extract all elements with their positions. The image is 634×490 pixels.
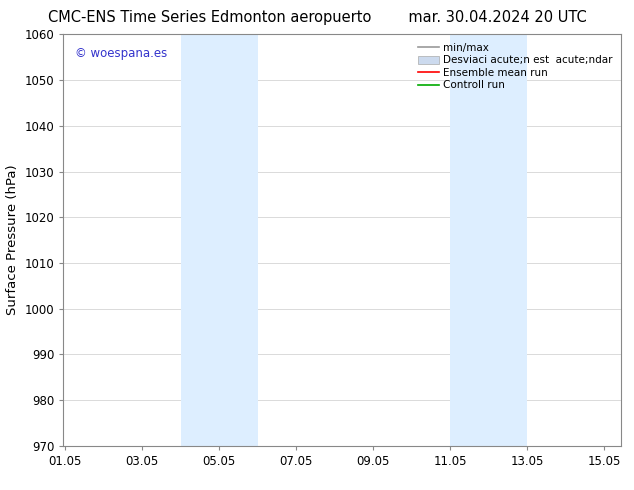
Legend: min/max, Desviaci acute;n est  acute;ndar, Ensemble mean run, Controll run: min/max, Desviaci acute;n est acute;ndar… — [415, 40, 616, 94]
Y-axis label: Surface Pressure (hPa): Surface Pressure (hPa) — [6, 165, 19, 316]
Bar — [489, 34, 527, 446]
Bar — [450, 34, 489, 446]
Bar — [219, 34, 257, 446]
Text: CMC-ENS Time Series Edmonton aeropuerto        mar. 30.04.2024 20 UTC: CMC-ENS Time Series Edmonton aeropuerto … — [48, 10, 586, 25]
Text: © woespana.es: © woespana.es — [75, 47, 167, 60]
Bar — [181, 34, 219, 446]
